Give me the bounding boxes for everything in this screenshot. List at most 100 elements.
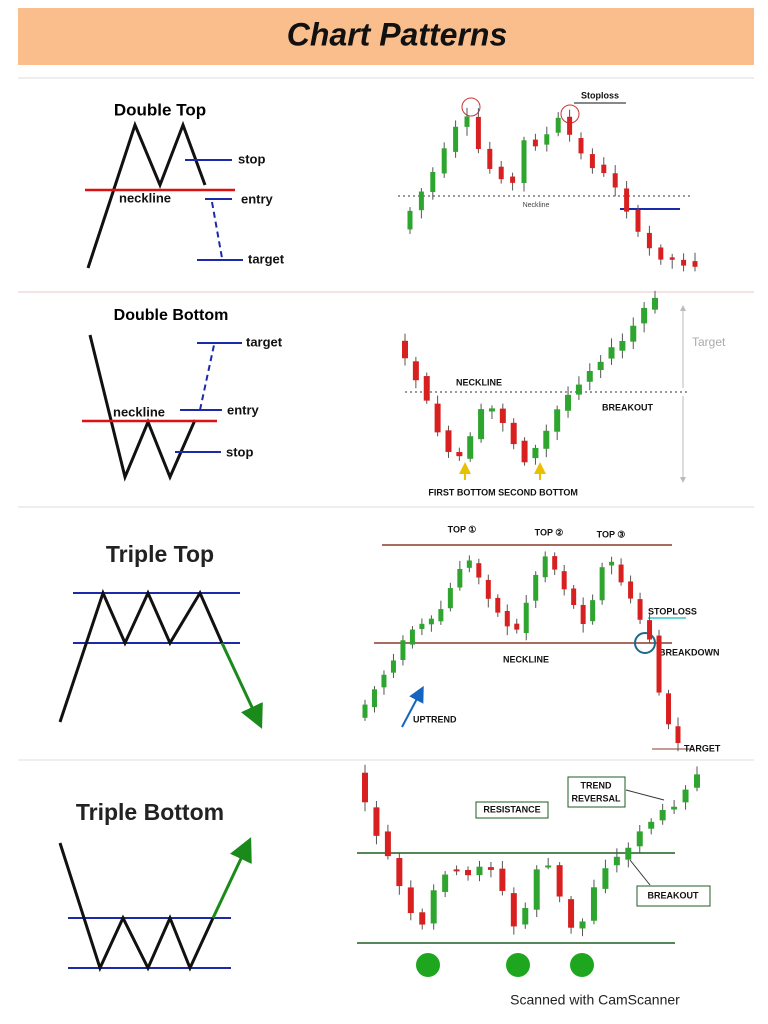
candle: [597, 361, 604, 371]
candle: [445, 430, 452, 452]
candle: [521, 440, 528, 463]
pointer: [625, 789, 665, 801]
candle: [384, 831, 391, 857]
candle: [430, 171, 436, 193]
candle: [625, 847, 632, 860]
candle: [447, 588, 453, 609]
candle: [613, 856, 620, 866]
candle: [430, 890, 437, 924]
label-box: [636, 885, 711, 907]
candle: [618, 564, 624, 583]
candle: [407, 887, 414, 914]
candle: [612, 173, 618, 188]
candle: [671, 806, 678, 810]
candle: [453, 869, 460, 872]
chart-label: Target: [692, 335, 726, 349]
candle: [464, 116, 470, 127]
top-marker: [461, 97, 481, 117]
candle: [485, 579, 491, 599]
candle: [390, 660, 396, 673]
candle: [571, 588, 577, 605]
dash: [199, 344, 215, 411]
candle: [568, 899, 575, 928]
candle: [554, 409, 561, 432]
candle: [628, 581, 634, 599]
candle: [371, 689, 377, 708]
candle: [522, 907, 529, 925]
candle: [565, 394, 572, 411]
chart-label: BREAKDOWN: [659, 647, 720, 657]
candle: [402, 340, 408, 359]
breakdown-marker: [634, 632, 656, 654]
candle: [619, 340, 626, 351]
candle: [412, 361, 419, 381]
candles: [362, 107, 700, 937]
candle: [419, 623, 425, 630]
candle: [637, 599, 643, 620]
candle: [373, 807, 380, 836]
candle: [545, 865, 552, 868]
chart-label: TREND: [581, 780, 612, 790]
candle: [543, 430, 550, 449]
candle: [514, 623, 520, 630]
candle: [580, 604, 586, 625]
candle: [504, 610, 510, 627]
candle: [561, 571, 567, 590]
chart-label: NECKLINE: [503, 654, 549, 664]
title: Chart Patterns: [287, 16, 508, 52]
dash: [211, 201, 223, 259]
arrow: [220, 642, 263, 729]
candle: [656, 635, 662, 693]
pattern-line: [58, 588, 224, 723]
candle: [658, 247, 664, 260]
candle: [552, 556, 558, 570]
candle: [532, 139, 538, 147]
candle: [544, 134, 550, 145]
candle: [681, 259, 687, 266]
label: entry: [227, 402, 260, 417]
bottom-marker: [506, 953, 530, 977]
candle: [608, 347, 615, 359]
candle: [510, 422, 517, 445]
bottom-marker: [570, 953, 594, 977]
label: stop: [238, 151, 266, 166]
candle: [407, 210, 413, 230]
candle: [646, 232, 652, 249]
candle: [441, 148, 447, 174]
candle: [418, 191, 424, 211]
candle: [647, 620, 653, 640]
candle: [590, 887, 597, 921]
chart-label: BREAKOUT: [648, 890, 700, 900]
candle: [648, 821, 655, 829]
candle: [533, 869, 540, 910]
candle: [666, 693, 672, 725]
candle: [467, 436, 474, 459]
label: target: [248, 251, 285, 266]
bottom-marker: [416, 953, 440, 977]
label-box: [567, 776, 626, 808]
candle: [419, 912, 426, 925]
candle: [589, 154, 595, 169]
chart-label: TOP ①: [448, 524, 477, 534]
candle: [659, 810, 666, 821]
header-band: [18, 8, 754, 65]
candle: [434, 403, 441, 433]
candle: [533, 574, 539, 601]
candle: [636, 831, 643, 847]
pattern-title: Triple Top: [106, 541, 214, 567]
candle: [465, 869, 472, 876]
candle: [475, 116, 481, 150]
candle: [641, 307, 648, 324]
candle: [586, 370, 593, 382]
candle: [499, 868, 506, 891]
candle: [669, 257, 675, 260]
label: entry: [241, 191, 274, 206]
candle: [381, 674, 387, 688]
candle: [609, 561, 615, 566]
candle: [476, 563, 482, 578]
candle: [575, 384, 582, 395]
candle: [476, 866, 483, 876]
candle: [510, 893, 517, 927]
